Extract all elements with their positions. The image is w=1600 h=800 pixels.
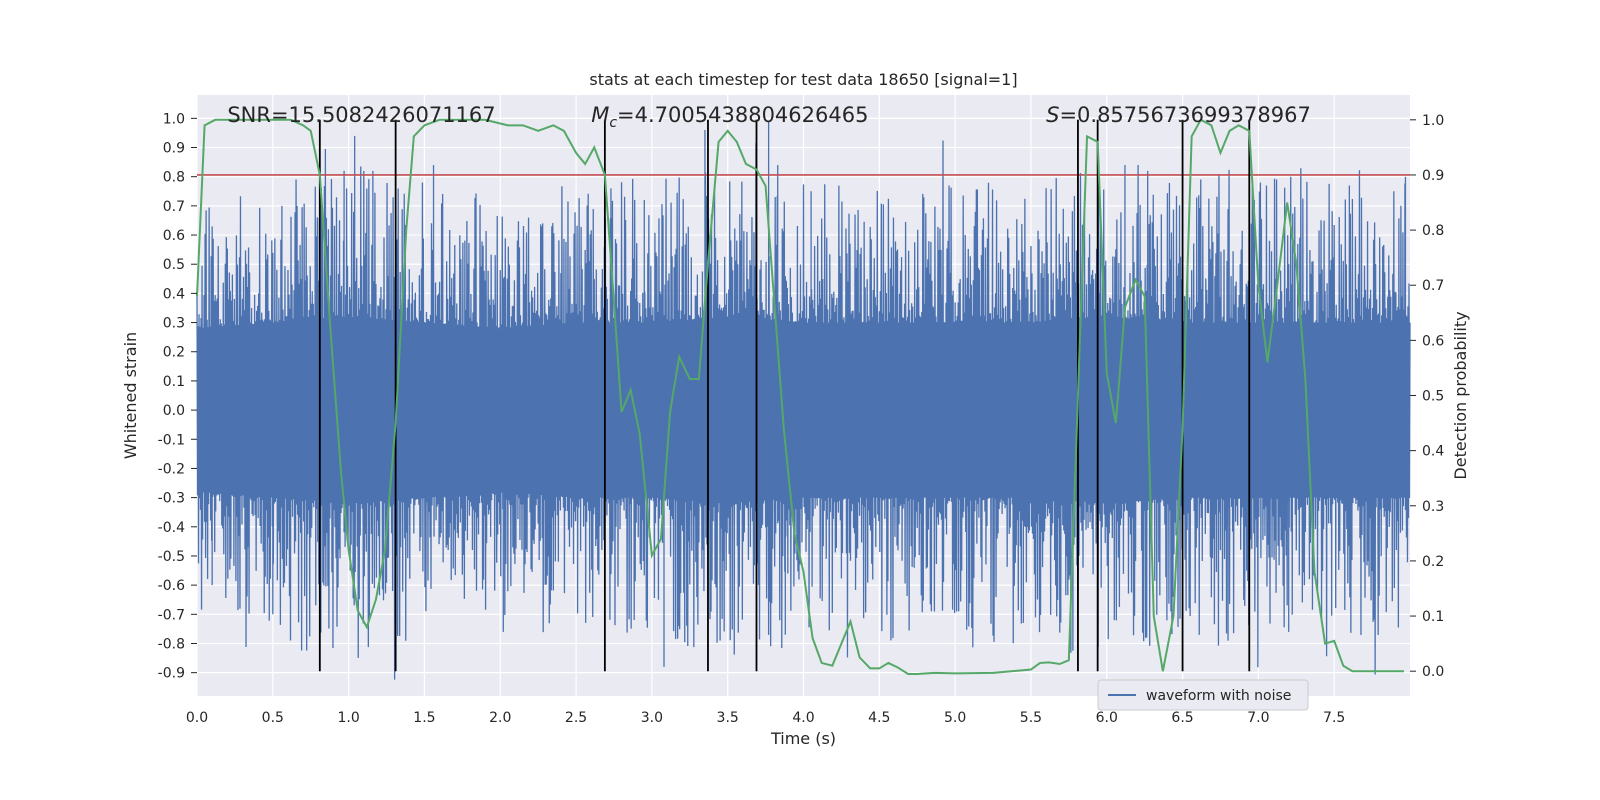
annotation-label: SNR=15.5082426071167 (227, 103, 495, 127)
y-tick-label: 0.1 (163, 374, 185, 390)
y-tick-label: 0.6 (163, 228, 185, 244)
x-axis-label: Time (s) (770, 729, 836, 748)
vertical-markers (318, 119, 1251, 672)
x-tick-label: 2.5 (565, 710, 587, 726)
legend: waveform with noise (1097, 679, 1309, 711)
annotation-label: Mc=4.7005438804626465 (591, 103, 868, 131)
y-tick-label: -0.8 (158, 636, 185, 652)
y-tick-label: 1.0 (163, 111, 185, 127)
y2-tick-label: 0.5 (1422, 389, 1444, 405)
annotation-label: S=0.8575673699378967 (1046, 103, 1311, 127)
y2-tick-label: 0.4 (1422, 444, 1444, 460)
y-tick-label: 0.3 (163, 316, 185, 332)
y-tick-label: 0.5 (163, 257, 185, 273)
series-waveform-with-noise (196, 121, 1411, 680)
y-tick-label: -0.2 (158, 461, 185, 477)
legend-box (1097, 679, 1309, 711)
x-tick-label: 3.0 (641, 710, 663, 726)
x-tick-label: 7.0 (1247, 710, 1269, 726)
y-tick-label: 0.7 (163, 199, 185, 215)
y2-tick-label: 0.3 (1422, 499, 1444, 515)
probability-line (196, 118, 1404, 675)
y2-axis-ticks: 1.0 0.9 0.8 0.7 0.6 0.5 0.4 0.3 0.2 0.1 0.0 (1410, 113, 1444, 680)
y2-tick-label: 0.7 (1422, 278, 1444, 294)
legend-entry: waveform with noise (1146, 688, 1291, 704)
x-tick-label: 2.0 (489, 710, 511, 726)
y-tick-label: 0.2 (163, 345, 185, 361)
x-tick-label: 5.5 (1020, 710, 1042, 726)
waveform-line (196, 121, 1411, 680)
x-tick-label: 0.5 (262, 710, 284, 726)
x-tick-label: 1.0 (337, 710, 359, 726)
annotations: SNR=15.5082426071167 Mc=4.700543880462646… (227, 103, 1311, 131)
y-axis-label: Whitened strain (121, 332, 140, 459)
y-tick-label: -0.5 (158, 549, 185, 565)
y-tick-label: -0.1 (158, 432, 185, 448)
y-axis-ticks: 1.0 0.9 0.8 0.7 0.6 0.5 0.4 0.3 0.2 0.1 0.0 -0.1 -0.… (158, 111, 197, 682)
y2-tick-label: 0.6 (1422, 333, 1444, 349)
y-tick-label: -0.3 (158, 491, 185, 507)
y2-tick-label: 1.0 (1422, 113, 1444, 129)
y2-tick-label: 0.0 (1422, 664, 1444, 680)
y2-tick-label: 0.1 (1422, 609, 1444, 625)
y-tick-label: -0.6 (158, 578, 185, 594)
series-detection-probability (196, 118, 1404, 675)
x-tick-label: 5.0 (944, 710, 966, 726)
y-tick-label: -0.4 (158, 520, 185, 536)
x-tick-label: 0.0 (186, 710, 208, 726)
y2-tick-label: 0.2 (1422, 554, 1444, 570)
x-tick-label: 1.5 (413, 710, 435, 726)
y-tick-label: 0.4 (163, 286, 185, 302)
y-tick-label: -0.7 (158, 607, 185, 623)
x-tick-label: 4.5 (868, 710, 890, 726)
x-tick-label: 4.0 (792, 710, 814, 726)
x-tick-label: 3.5 (717, 710, 739, 726)
y2-axis-label: Detection probability (1451, 311, 1470, 479)
y2-tick-label: 0.8 (1422, 223, 1444, 239)
y-tick-label: 0.9 (163, 141, 185, 157)
y-tick-label: -0.9 (158, 666, 185, 682)
x-tick-label: 6.0 (1096, 710, 1118, 726)
y-tick-label: 0.0 (163, 403, 185, 419)
y2-tick-label: 0.9 (1422, 168, 1444, 184)
x-axis-ticks: 0.0 0.5 1.0 1.5 2.0 2.5 3.0 3.5 4.0 4.5 5.0 5.5 6.0 6… (186, 710, 1345, 726)
chart-title: stats at each timestep for test data 186… (589, 70, 1017, 89)
x-tick-label: 7.5 (1323, 710, 1345, 726)
y-tick-label: 0.8 (163, 170, 185, 186)
x-tick-label: 6.5 (1171, 710, 1193, 726)
